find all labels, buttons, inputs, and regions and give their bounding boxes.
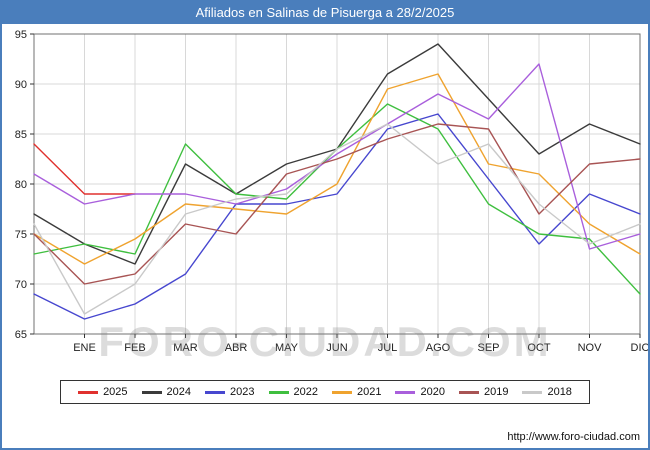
series-line-2020 xyxy=(33,63,641,250)
legend-swatch xyxy=(268,390,289,394)
x-tick-label: SEP xyxy=(477,342,499,354)
legend-label: 2019 xyxy=(483,386,509,398)
y-tick-label: 85 xyxy=(15,129,27,141)
legend-item-2018: 2018 xyxy=(522,386,572,398)
legend-swatch xyxy=(78,390,99,394)
legend-swatch xyxy=(141,390,162,394)
x-tick-label: JUL xyxy=(378,342,398,354)
x-tick-label: DIC xyxy=(631,342,650,354)
x-tick-label: ABR xyxy=(225,342,248,354)
y-tick-label: 90 xyxy=(15,79,27,91)
legend-swatch xyxy=(332,390,352,394)
legend-item-2019: 2019 xyxy=(458,386,509,398)
legend-label: 2023 xyxy=(230,386,255,398)
x-tick-label: ENE xyxy=(73,342,96,354)
legend-swatch xyxy=(522,390,543,394)
x-tick-label: MAR xyxy=(173,342,198,354)
line-chart: 65 70 75 80 85 90 95 ENE FEB MAR ABR MAY JUN JUL AGO SE… xyxy=(2,24,650,367)
legend-item-2023: 2023 xyxy=(205,386,255,398)
legend-label: 2025 xyxy=(103,386,128,398)
x-tick-label: AGO xyxy=(426,342,451,354)
y-tick-label: 75 xyxy=(15,229,27,241)
legend-label: 2020 xyxy=(420,386,445,398)
legend-item-2021: 2021 xyxy=(332,386,381,398)
legend-swatch xyxy=(205,390,226,394)
y-tick-label: 80 xyxy=(15,179,27,191)
series-line-2025 xyxy=(33,143,136,195)
legend-label: 2024 xyxy=(166,386,192,398)
legend-swatch xyxy=(395,390,416,394)
chart-title: Afiliados en Salinas de Pisuerga a 28/2/… xyxy=(2,2,648,24)
footer-url[interactable]: http://www.foro-ciudad.com xyxy=(507,431,640,443)
legend-swatch xyxy=(458,390,479,394)
legend-item-2024: 2024 xyxy=(141,386,192,398)
legend-wrap: 2025 2024 2023 2022 2021 2020 2019 2018 xyxy=(2,380,648,404)
x-tick-label: OCT xyxy=(527,342,551,354)
y-tick-label: 95 xyxy=(15,29,27,41)
chart-canvas: 65 70 75 80 85 90 95 ENE FEB MAR ABR MAY JUN JUL AGO SE… xyxy=(15,29,650,354)
series-line-2021 xyxy=(33,73,641,265)
legend: 2025 2024 2023 2022 2021 2020 2019 2018 xyxy=(60,380,590,404)
legend-item-2022: 2022 xyxy=(268,386,318,398)
x-tick-label: NOV xyxy=(578,342,603,354)
y-tick-label: 65 xyxy=(15,329,27,341)
legend-label: 2018 xyxy=(547,386,572,398)
series-line-2019 xyxy=(33,123,641,285)
legend-label: 2022 xyxy=(293,386,318,398)
series-line-2023 xyxy=(33,113,641,320)
x-tick-label: MAY xyxy=(275,342,299,354)
legend-item-2020: 2020 xyxy=(395,386,445,398)
x-tick-label: FEB xyxy=(124,342,145,354)
series-line-2018 xyxy=(33,123,641,315)
y-tick-label: 70 xyxy=(15,279,27,291)
x-tick-label: JUN xyxy=(326,342,347,354)
legend-item-2025: 2025 xyxy=(78,386,128,398)
legend-label: 2021 xyxy=(357,386,382,398)
